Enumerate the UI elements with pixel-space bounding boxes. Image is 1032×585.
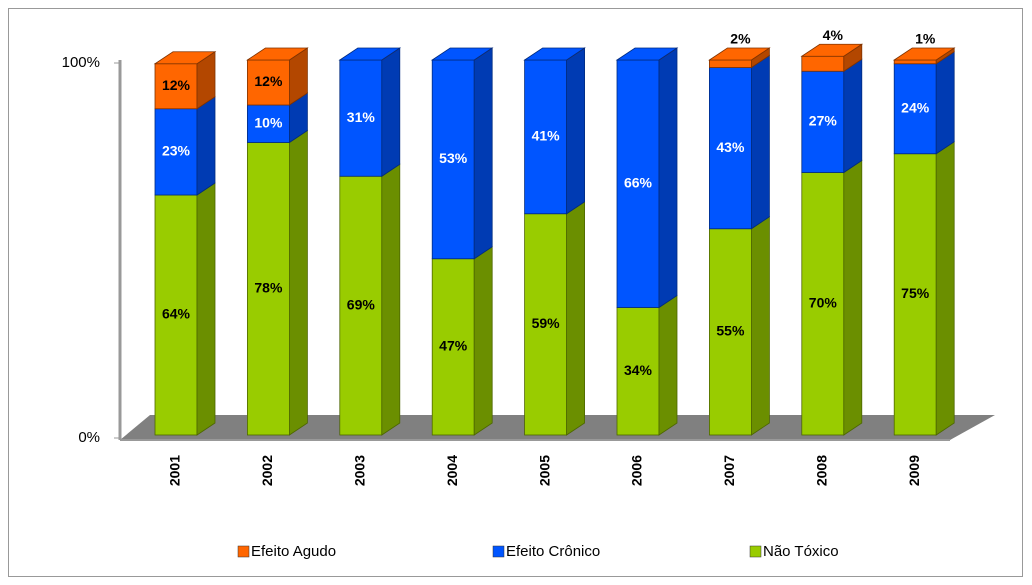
legend-swatch [492,545,505,558]
bar-segment [524,59,567,215]
bar-segment-side [935,141,955,436]
data-label: 55% [716,323,745,339]
data-label: 10% [254,114,283,130]
bar-segment [893,63,937,155]
data-label: 47% [439,338,468,354]
bar-segment [246,142,290,436]
bar-segment-side [658,294,678,436]
data-label: 70% [809,294,838,310]
x-tick-label: 2003 [352,455,368,486]
data-label: 66% [624,174,653,190]
bar-segment-side [473,246,493,436]
x-tick-label: 2006 [629,455,645,486]
legend-swatch [749,545,762,558]
bar-segment-side [843,58,863,174]
data-label: 2% [730,31,751,47]
bar-segment [431,59,475,260]
bar-segment-side [473,47,493,260]
bar-segment [709,59,752,68]
bar-segment [709,228,752,436]
data-label: 4% [823,27,844,43]
bar-segment [801,55,845,72]
bar-segment [154,108,198,196]
x-tick-label: 2009 [906,455,922,486]
bar-segment-side [288,129,308,436]
bar-segment [616,59,660,308]
y-tick-label: 100% [62,54,100,71]
data-label: 23% [162,143,191,159]
data-label: 59% [532,315,561,331]
data-label: 53% [439,150,468,166]
bar-segment-side [658,47,678,309]
bar-top [708,47,771,61]
bar-segment [893,59,937,65]
bar-segment [154,63,198,110]
data-label: 12% [254,73,283,89]
bar-segment-side [196,96,216,196]
bar-segment-side [751,216,770,436]
bar-segment [801,70,845,173]
bar-top [246,47,309,61]
data-label: 43% [716,139,745,155]
bar-segment [524,213,567,436]
bar-top [153,51,217,65]
x-tick-label: 2002 [259,455,275,486]
data-label: 12% [162,77,191,93]
data-label: 64% [162,306,191,322]
bar-segment [801,172,845,436]
data-label: 24% [901,99,930,115]
legend-label: Não Tóxico [763,543,839,560]
bar-top [523,47,586,61]
bar-segment [431,258,475,436]
bar-segment-side [566,47,585,215]
legend-label: Efeito Crônico [506,543,600,560]
legend-label: Efeito Agudo [251,543,336,560]
bar-segment-side [196,182,216,436]
x-tick-label: 2001 [167,455,183,486]
bar-segment-side [381,163,401,436]
data-label: 41% [532,128,561,144]
x-tick-label: 2007 [721,455,737,486]
bar-segment-side [566,201,585,436]
bar-top [892,47,956,61]
bar-top [430,47,494,61]
bar-segment [246,59,290,106]
y-tick-label: 0% [78,429,100,446]
bar-segment [339,59,383,177]
bar-segment [339,175,383,436]
bar-segment [709,67,752,230]
bar-top [800,43,864,57]
legend-swatch [237,545,250,558]
x-tick-label: 2005 [536,455,552,486]
bar-top [338,47,402,61]
data-label: 1% [915,31,936,47]
data-label: 69% [347,296,376,312]
bar-top [615,47,679,61]
data-label: 27% [809,113,838,129]
data-label: 31% [347,109,376,125]
bar-segment-side [935,51,955,155]
x-tick-label: 2004 [444,455,460,486]
bar-segment-side [381,47,401,177]
data-label: 75% [901,285,930,301]
bar-segment [616,307,660,436]
x-tick-label: 2008 [814,455,830,486]
data-label: 78% [254,279,283,295]
bar-segment-side [843,159,863,436]
bar-segment-side [751,54,770,230]
data-label: 34% [624,362,653,378]
